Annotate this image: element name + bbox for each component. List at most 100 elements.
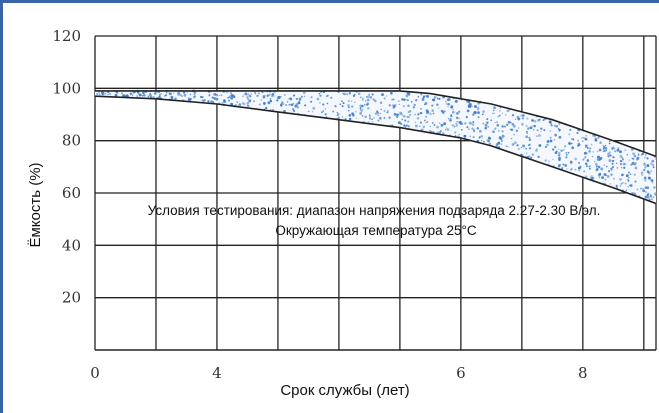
band-dot (510, 128, 514, 132)
band-dot (254, 92, 256, 94)
band-dot (443, 122, 447, 126)
band-dot (401, 114, 403, 116)
band-dot (345, 93, 349, 96)
band-dot (562, 163, 565, 166)
band-dot (617, 147, 620, 150)
band-dot (619, 159, 623, 163)
band-dot (377, 114, 380, 117)
band-dot (644, 195, 648, 199)
band-dot (292, 108, 295, 111)
band-dot (361, 98, 364, 101)
band-dot (409, 114, 411, 116)
band-dot (488, 142, 492, 145)
band-dot (568, 133, 571, 136)
band-dot (381, 93, 384, 97)
band-dot (560, 149, 563, 152)
band-dot (419, 121, 423, 124)
band-dot (295, 97, 299, 101)
band-dot (549, 136, 552, 139)
band-dot (407, 99, 409, 102)
band-dot (577, 161, 581, 164)
band-dot (653, 186, 656, 189)
band-dot (512, 124, 516, 128)
band-dot (590, 175, 593, 178)
band-dot (543, 129, 546, 132)
band-dot (570, 138, 573, 140)
band-dot (609, 183, 611, 185)
band-dot (142, 92, 144, 94)
band-dot (500, 140, 503, 142)
band-dot (634, 166, 638, 170)
band-dot (530, 156, 533, 159)
band-dot (376, 110, 379, 113)
band-dot (611, 147, 614, 150)
band-dot (359, 104, 362, 108)
band-dot (634, 161, 637, 165)
band-dot (521, 122, 524, 126)
band-dot (477, 106, 480, 109)
band-dot (414, 121, 417, 124)
band-dot (607, 154, 610, 158)
band-dot (400, 112, 403, 115)
band-dot (350, 105, 354, 108)
band-dot (379, 116, 382, 120)
band-dot (616, 148, 620, 152)
band-dot (598, 148, 602, 152)
band-dot (469, 106, 472, 108)
band-dot (558, 154, 561, 157)
band-dot (477, 102, 480, 105)
band-dot (324, 113, 327, 116)
band-dot (614, 150, 617, 153)
band-dot (557, 164, 561, 168)
band-dot (525, 124, 528, 128)
band-dot (490, 119, 493, 122)
band-dot (644, 166, 647, 169)
band-dot (431, 104, 434, 107)
band-dot (451, 124, 454, 127)
band-dot (371, 121, 374, 123)
band-dot (494, 122, 496, 124)
band-dot (501, 125, 504, 128)
band-dot (628, 176, 630, 179)
band-dot (576, 131, 579, 135)
band-dot (260, 99, 263, 101)
band-dot (626, 174, 629, 177)
band-dot (636, 158, 639, 161)
band-dot (597, 173, 601, 177)
band-dot (387, 110, 389, 112)
band-dot (361, 115, 364, 117)
band-dot (492, 112, 494, 115)
band-dot (503, 125, 507, 128)
band-dot (578, 169, 580, 172)
band-dot (352, 114, 355, 117)
band-dot (558, 128, 560, 131)
band-dot (316, 97, 320, 101)
band-dot (362, 97, 364, 99)
band-dot (521, 117, 525, 120)
band-dot (261, 91, 264, 94)
band-dot (437, 107, 440, 109)
band-dot (455, 124, 459, 127)
band-dot (379, 112, 381, 115)
band-dot (164, 94, 168, 97)
band-dot (511, 114, 515, 117)
x-tick-label: 8 (578, 364, 588, 382)
band-dot (607, 152, 611, 156)
band-dot (136, 95, 139, 97)
band-dot (496, 121, 498, 123)
band-dot (526, 117, 529, 120)
band-dot (230, 96, 234, 100)
band-dot (419, 125, 421, 127)
band-dot (472, 136, 475, 139)
band-dot (558, 135, 562, 139)
band-dot (528, 147, 532, 150)
band-dot (285, 104, 288, 106)
band-dot (604, 145, 607, 147)
band-dot (554, 145, 557, 149)
band-dot (223, 99, 226, 102)
band-dot (653, 192, 657, 195)
band-dot (341, 100, 343, 103)
band-dot (619, 185, 622, 187)
band-dot (228, 99, 230, 102)
y-tick-label: 100 (52, 79, 81, 97)
